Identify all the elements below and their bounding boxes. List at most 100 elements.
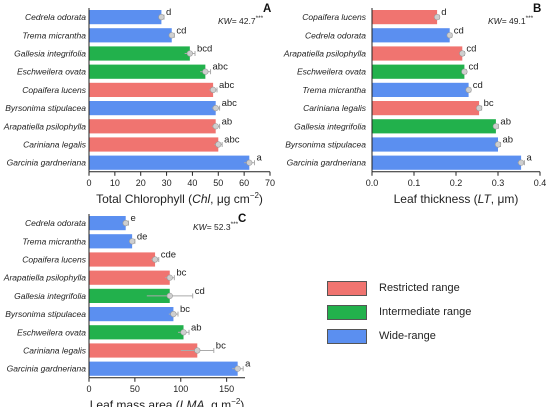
species-label: Garcinia gardneriana [7,158,87,168]
x-tick-label: 100 [173,384,188,394]
significance-letter: a [256,153,262,164]
panel-letter: A [263,3,271,15]
x-axis-label: Leaf mass area (LMA, g m−2) [90,397,245,407]
legend-item-wide: Wide-range [327,324,471,348]
x-tick-label: 0.3 [492,178,505,188]
significance-letter: e [130,213,135,224]
x-tick-label: 30 [162,178,172,188]
panel-a: A Cedrela odorata d Trema micrantha cd Galles… [3,3,275,206]
legend-label-intermediate: Intermediate range [379,306,472,318]
mean-point [446,32,453,39]
significance-letter: cde [161,250,176,261]
species-label: Arapatiella psilophylla [283,49,366,59]
bar-copaifera-lucens [89,252,156,267]
species-label: Cedrela odorata [305,30,366,40]
mean-point [465,86,472,93]
mean-point [202,68,209,75]
mean-point [151,256,159,263]
species-label: Eschweilera ovata [17,67,86,77]
x-tick-label: 0.1 [408,178,421,188]
significance-letter: cd [176,25,186,36]
mean-point [180,329,187,336]
x-tick-label: 150 [219,384,234,394]
x-axis-label: Total Chlorophyll (Chl, μg cm−2) [96,191,263,206]
mean-point [212,104,219,112]
bar-trema-micrantha [89,234,133,249]
mean-point [494,141,502,148]
significance-letter: d [166,7,171,18]
x-tick-label: 0 [86,384,91,394]
legend: Restricted range Intermediate range Wide… [327,276,471,348]
bar-cedrela-odorata [372,28,450,43]
species-label: Copaifera lucens [302,12,367,22]
mean-point [492,123,500,130]
bar-copaifera-lucens [372,10,438,25]
legend-label-restricted: Restricted range [379,282,460,294]
significance-letter: cd [454,25,464,36]
panel-letter: C [238,213,246,225]
mean-point [210,86,217,93]
significance-letter: abc [219,80,235,91]
bar-gallesia-integrifolia [89,46,190,61]
legend-swatch-intermediate [327,304,367,320]
bar-cariniana-legalis [372,101,480,116]
kruskal-wallis-annotation: KW= 52.3*** [193,221,239,232]
bar-cedrela-odorata [89,10,162,25]
mean-point [212,123,219,130]
x-tick-label: 0.0 [366,178,379,188]
mean-point [166,274,173,281]
panel-c: C Cedrela odorata e Trema micrantha de Copaif… [3,213,251,407]
mean-point [234,365,241,372]
bar-eschweilera-ovata [372,64,465,79]
significance-letter: a [526,153,532,164]
bar-eschweilera-ovata [89,64,206,79]
bar-garcinia-gardneriana [89,155,250,170]
species-label: Copaifera lucens [22,85,87,95]
x-tick-label: 40 [187,178,197,188]
significance-letter: bc [484,98,494,109]
kruskal-wallis-annotation: KW= 49.1*** [488,15,534,26]
legend-swatch-restricted [327,280,367,296]
species-label: Cariniana legalis [303,103,367,113]
mean-point [122,220,129,227]
panel-letter: B [533,3,541,15]
species-label: Byrsonima stipulacea [5,309,86,319]
significance-letter: ab [222,116,233,127]
bar-trema-micrantha [89,28,172,43]
legend-item-intermediate: Intermediate range [327,300,471,324]
mean-point [215,141,222,148]
bar-cariniana-legalis [89,343,198,358]
bar-cedrela-odorata [89,216,126,231]
significance-letter: cd [466,44,476,55]
species-label: Trema micrantha [22,30,86,40]
bar-byrsonima-stipulacea [89,307,174,322]
mean-point [461,68,468,75]
bar-byrsonima-stipulacea [372,137,498,152]
species-label: Gallesia integrifolia [14,291,86,301]
x-tick-label: 60 [239,178,249,188]
bar-copaifera-lucens [89,82,214,97]
mean-point [246,159,253,166]
mean-point [129,238,136,245]
species-label: Gallesia integrifolia [14,49,86,59]
mean-point [158,14,165,21]
x-tick-label: 20 [136,178,146,188]
species-label: Byrsonima stipulacea [285,140,366,150]
significance-letter: bc [180,304,190,315]
panel-b: B Copaifera lucens d Cedrela odorata cd Arapa… [283,3,546,206]
species-label: Byrsonima stipulacea [5,103,86,113]
bar-trema-micrantha [372,82,469,97]
bar-eschweilera-ovata [89,325,184,340]
species-label: Cariniana legalis [23,140,87,150]
mean-point [170,311,177,318]
significance-letter: d [441,7,446,18]
mean-point [166,292,173,300]
bar-arapatiella-psilophylla [89,119,216,134]
bar-byrsonima-stipulacea [89,101,216,116]
bar-garcinia-gardneriana [89,361,238,376]
significance-letter: abc [222,98,238,109]
species-label: Garcinia gardneriana [287,158,367,168]
mean-point [186,50,193,57]
significance-letter: a [245,359,251,370]
